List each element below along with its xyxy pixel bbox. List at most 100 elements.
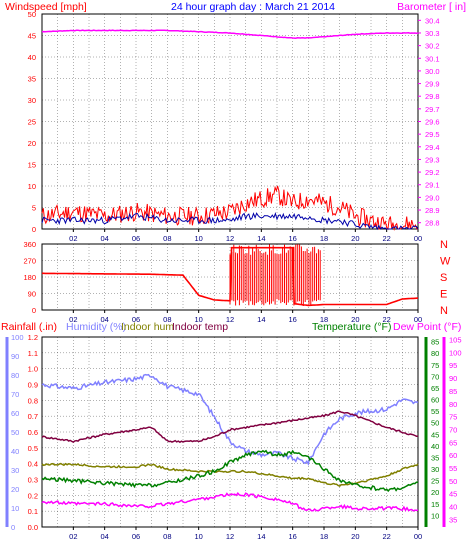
temperature-ytick-label: 45 [431, 430, 439, 439]
wind-ytick-label: 0 [32, 225, 36, 234]
wind-gust-series-line [41, 185, 419, 231]
direction-ytick-label: 90 [28, 290, 36, 299]
rain-ytick-label: 0.7 [28, 412, 38, 421]
wind-xtick-label-02: 02 [69, 234, 77, 243]
direction-ytick-label: 180 [23, 273, 36, 282]
temperature-ytick-label: 60 [431, 396, 439, 405]
rain-ytick-label: 0.3 [28, 476, 38, 485]
temp-xtick-label-14: 14 [257, 532, 265, 541]
direction-xtick-label-14: 14 [257, 315, 265, 324]
indoor-hum-label: Indoor hum [121, 321, 174, 333]
baro-ytick-label: 30.2 [425, 42, 440, 51]
wind-xtick-label-16: 16 [288, 234, 296, 243]
dewpoint-ytick-label: 85 [449, 387, 457, 396]
dewpoint-ytick-label: 75 [449, 413, 457, 422]
dewpoint-ytick-label: 105 [449, 336, 462, 345]
humidity-series-line [41, 373, 419, 466]
dewpoint-ytick-label: 50 [449, 477, 457, 486]
humidity-ytick-label: 90 [11, 352, 19, 361]
temp-xtick-label-18: 18 [320, 532, 328, 541]
dewpoint-ytick-label: 60 [449, 451, 457, 460]
wind-ytick-label: 10 [28, 182, 36, 191]
baro-ytick-label: 28.9 [425, 206, 440, 215]
direction-xtick-label-10: 10 [194, 315, 202, 324]
rain-ytick-label: 1.2 [28, 333, 38, 342]
wind-ytick-label: 35 [28, 75, 36, 84]
direction-xtick-label-04: 04 [100, 315, 108, 324]
dewpoint-ytick-label: 80 [449, 400, 457, 409]
direction-xtick-label-02: 02 [69, 315, 77, 324]
baro-ytick-label: 29.6 [425, 118, 440, 127]
humidity-ytick-label: 100 [11, 333, 24, 342]
baro-ytick-label: 29.3 [425, 155, 440, 164]
wind-xtick-label-20: 20 [351, 234, 359, 243]
compass-label-S: S [440, 272, 447, 284]
baro-ytick-label: 29.8 [425, 92, 440, 101]
temperature-ytick-label: 40 [431, 442, 439, 451]
direction-ytick-label: 270 [23, 257, 36, 266]
rain-ytick-label: 0.5 [28, 444, 38, 453]
direction-ytick-label: 0 [32, 306, 36, 315]
dew-point-series-line [41, 491, 419, 512]
baro-ytick-label: 29.1 [425, 181, 440, 190]
temp-xtick-label-20: 20 [351, 532, 359, 541]
wind-ytick-label: 40 [28, 53, 36, 62]
temp-xtick-label-22: 22 [382, 532, 390, 541]
wind-xtick-label-00: 00 [414, 234, 422, 243]
chart-title: 24 hour graph day : March 21 2014 [171, 1, 335, 13]
direction-xtick-label-06: 06 [132, 315, 140, 324]
direction-xtick-label-20: 20 [351, 315, 359, 324]
baro-ytick-label: 29.0 [425, 193, 440, 202]
dewpoint-ytick-label: 45 [449, 490, 457, 499]
baro-ytick-label: 29.5 [425, 130, 440, 139]
humidity-axis-label: Humidity (%) [66, 321, 126, 333]
wind-ytick-label: 30 [28, 96, 36, 105]
temp-plot-frame [41, 336, 419, 528]
rain-ytick-label: 0.1 [28, 507, 38, 516]
rain-ytick-label: 0.0 [28, 523, 38, 532]
humidity-ytick-label: 50 [11, 428, 19, 437]
wind-xtick-label-18: 18 [320, 234, 328, 243]
baro-ytick-label: 28.8 [425, 219, 440, 228]
temperature-ytick-label: 85 [431, 338, 439, 347]
compass-label-N: N [440, 239, 448, 251]
rain-ytick-label: 0.6 [28, 428, 38, 437]
wind-plot-frame [41, 13, 419, 230]
baro-ytick-label: 30.4 [425, 16, 440, 25]
baro-ytick-label: 30.0 [425, 67, 440, 76]
indoor-temp-series-line [41, 410, 418, 444]
humidity-ytick-label: 70 [11, 390, 19, 399]
wind-barometer-panel: 0 5 10 15 20 25 30 35 40 45 50 28.8 28.9 29.0 29.1 29.2… [28, 10, 440, 243]
compass-label-E: E [440, 289, 447, 301]
wind-xtick-label-10: 10 [194, 234, 202, 243]
wind-xtick-label-22: 22 [382, 234, 390, 243]
humidity-ytick-label: 20 [11, 485, 19, 494]
direction-xtick-label-16: 16 [288, 315, 296, 324]
temperature-ytick-label: 50 [431, 419, 439, 428]
wind-speed-series-line [41, 212, 419, 231]
temperature-series-line [41, 449, 418, 493]
windspeed-axis-label: Windspeed [mph] [5, 1, 87, 13]
temp-xtick-label-12: 12 [226, 532, 234, 541]
wind-direction-swings [229, 244, 321, 306]
baro-ytick-label: 29.9 [425, 80, 440, 89]
compass-label-N: N [440, 305, 448, 317]
baro-ytick-label: 29.2 [425, 168, 440, 177]
temp-xtick-label-16: 16 [288, 532, 296, 541]
wind-ytick-label: 5 [32, 204, 36, 213]
baro-ytick-label: 30.3 [425, 29, 440, 38]
wind-ytick-label: 20 [28, 139, 36, 148]
rain-ytick-label: 0.9 [28, 381, 38, 390]
direction-xtick-label-22: 22 [382, 315, 390, 324]
rain-ytick-label: 1.1 [28, 349, 38, 358]
dewpoint-ytick-label: 100 [449, 348, 462, 357]
direction-xtick-label-00: 00 [414, 315, 422, 324]
dewpoint-ytick-label: 90 [449, 374, 457, 383]
temp-xtick-label-02: 02 [69, 532, 77, 541]
temp-xtick-label-08: 08 [163, 532, 171, 541]
rain-ytick-label: 1.0 [28, 365, 38, 374]
wind-ytick-label: 45 [28, 32, 36, 41]
humidity-ytick-label: 60 [11, 409, 19, 418]
